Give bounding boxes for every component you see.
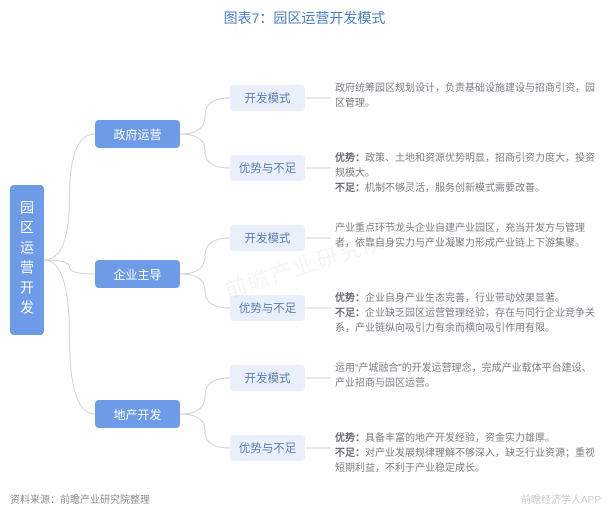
leaf-description: 政府统筹园区规划设计，负责基础设施建设与招商引资，园区管理。 <box>335 81 595 111</box>
leaf-node: 优势与不足 <box>230 295 305 321</box>
leaf-node: 开发模式 <box>230 365 305 391</box>
tree-diagram: 园区运营开发 政府运营开发模式政府统筹园区规划设计，负责基础设施建设与招商引资，… <box>0 30 609 480</box>
leaf-node: 优势与不足 <box>230 435 305 461</box>
leaf-node: 开发模式 <box>230 85 305 111</box>
leaf-description: 产业重点环节龙头企业自建产业园区，充当开发方与管理者，依靠自身实力与产业凝聚力形… <box>335 221 595 251</box>
branch-node: 企业主导 <box>95 260 180 288</box>
watermark-corner: 前瞻经济学人APP <box>521 491 601 506</box>
leaf-node: 优势与不足 <box>230 155 305 181</box>
leaf-description: 优势：具备丰富的地产开发经验，资金实力雄厚。不足：对产业发展规律理解不够深入，缺… <box>335 431 595 476</box>
root-label: 园区运营开发 <box>17 200 37 320</box>
branch-node: 地产开发 <box>95 400 180 428</box>
leaf-description: 运用“产城融合”的开发运营理念，完成产业载体平台建设、产业招商与园区运营。 <box>335 361 595 391</box>
chart-title: 图表7：园区运营开发模式 <box>0 0 609 28</box>
leaf-description: 优势：政策、土地和资源优势明显，招商引资力度大，投资规模大。不足：机制不够灵活，… <box>335 151 595 196</box>
leaf-description: 优势：企业自身产业生态完善，行业带动效果显著。不足：企业缺乏园区运营管理经验，存… <box>335 291 595 336</box>
leaf-node: 开发模式 <box>230 225 305 251</box>
branch-node: 政府运营 <box>95 120 180 148</box>
source-text: 资料来源：前瞻产业研究院整理 <box>10 491 150 506</box>
root-node: 园区运营开发 <box>10 185 44 335</box>
